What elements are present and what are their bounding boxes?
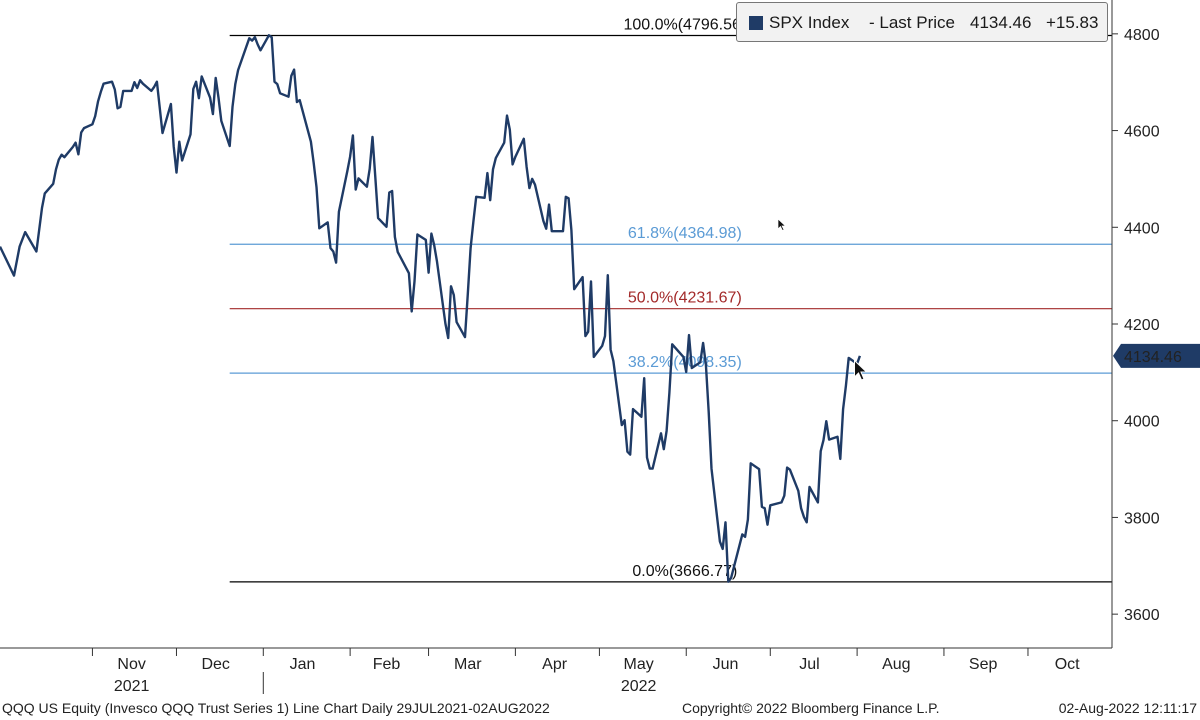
footer-timestamp: 02-Aug-2022 12:11:17: [1058, 700, 1197, 716]
footer-bar: QQQ US Equity (Invesco QQQ Trust Series …: [0, 698, 1200, 720]
month-label: Jan: [290, 656, 316, 673]
year-label: 2021: [114, 678, 150, 695]
y-tick-label: 4200: [1124, 317, 1160, 334]
fib-label: 61.8%(4364.98): [628, 225, 742, 242]
year-label: 2022: [621, 678, 657, 695]
month-label: Sep: [969, 656, 998, 673]
month-label: Oct: [1055, 656, 1080, 673]
legend-box[interactable]: SPX Index - Last Price 4134.46 +15.83: [736, 2, 1108, 42]
legend-last-value: 4134.46: [970, 13, 1032, 32]
month-label: May: [624, 656, 654, 673]
price-series: [0, 34, 862, 583]
small-pointer-icon: [777, 218, 787, 231]
last-price-label: 4134.46: [1124, 349, 1182, 366]
month-label: Apr: [542, 656, 568, 673]
chart-area: 100.0%(4796.56) 61.8%(4364.98) 50.0%(4231.…: [0, 0, 1200, 695]
month-label: Jun: [713, 656, 739, 673]
mouse-pointer-icon: [854, 359, 868, 381]
legend-series-name: SPX Index: [769, 13, 850, 32]
series-line: [0, 34, 862, 583]
legend-change: +15.83: [1046, 13, 1099, 32]
month-label: Dec: [201, 656, 229, 673]
fibonacci-levels: 100.0%(4796.56) 61.8%(4364.98) 50.0%(4231.…: [229, 17, 1112, 583]
last-price-tag: [1113, 343, 1200, 368]
fib-label: 0.0%(3666.77): [632, 563, 737, 580]
axes: 3600 3800 4000 4200 4400 4600 4800 4134.46 Nov De…: [0, 0, 1200, 695]
month-label: Feb: [373, 656, 401, 673]
month-label: Nov: [117, 656, 145, 673]
legend-swatch: [749, 16, 763, 30]
footer-description: QQQ US Equity (Invesco QQQ Trust Series …: [2, 700, 550, 716]
month-label: Aug: [882, 656, 910, 673]
month-label: Jul: [799, 656, 819, 673]
y-tick-label: 3600: [1124, 607, 1160, 624]
legend-field: - Last Price: [869, 13, 955, 32]
y-tick-label: 4400: [1124, 220, 1160, 237]
y-tick-label: 4600: [1124, 124, 1160, 141]
fib-label: 100.0%(4796.56): [623, 17, 746, 34]
y-tick-label: 4000: [1124, 414, 1160, 431]
y-tick-label: 3800: [1124, 510, 1160, 527]
fib-label: 50.0%(4231.67): [628, 290, 742, 307]
footer-copyright: Copyright© 2022 Bloomberg Finance L.P.: [682, 700, 940, 716]
y-tick-label: 4800: [1124, 27, 1160, 44]
month-label: Mar: [454, 656, 482, 673]
